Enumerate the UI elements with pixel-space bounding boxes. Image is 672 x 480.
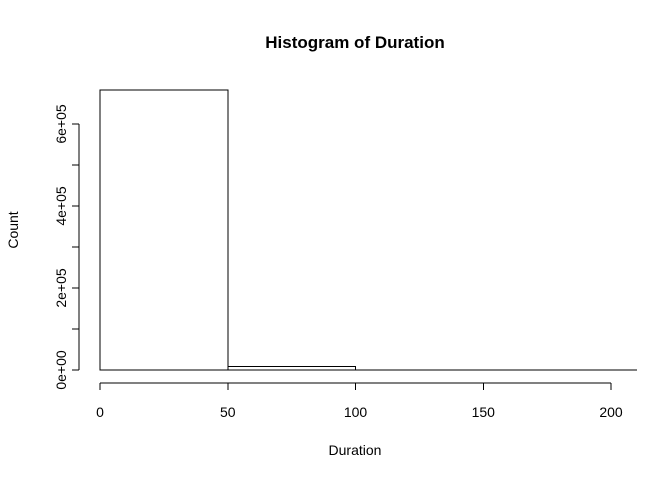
y-axis-label: Count	[5, 211, 21, 248]
histogram-bar-0	[99, 89, 229, 371]
x-tick-label: 0	[96, 404, 104, 420]
y-tick-label: 0e+00	[53, 350, 69, 390]
y-tick-label: 4e+05	[53, 186, 69, 226]
x-tick-label: 100	[344, 404, 368, 420]
y-tick-label: 6e+05	[53, 104, 69, 144]
chart-title: Histogram of Duration	[265, 33, 444, 52]
y-axis: 0e+00 2e+05 4e+05 6e+05	[53, 104, 80, 390]
bars-group	[99, 89, 638, 371]
x-tick-label: 200	[599, 404, 623, 420]
x-axis-label: Duration	[329, 442, 382, 458]
x-tick-label: 50	[220, 404, 236, 420]
y-tick-label: 2e+05	[53, 268, 69, 308]
x-tick-label: 150	[472, 404, 496, 420]
x-axis: 0 50 100 150 200	[96, 382, 623, 420]
histogram-bar-1	[227, 366, 356, 371]
